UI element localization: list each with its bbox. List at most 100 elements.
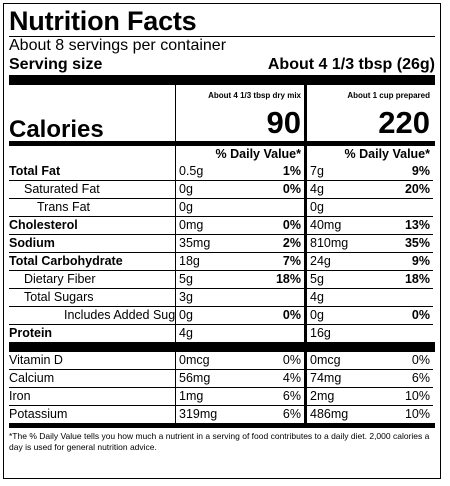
- nutrient-row-daily-value: 0%: [282, 308, 301, 322]
- medium-divider-footnote: [9, 423, 435, 428]
- vitamin-row-daily-value: 6%: [411, 371, 430, 385]
- thick-divider-vitamins: [9, 342, 435, 352]
- nutrient-row-amount: 0g: [310, 308, 324, 322]
- vitamin-row-daily-value: 0%: [411, 353, 430, 367]
- dv-header-prepared: % Daily Value*: [304, 146, 433, 163]
- medium-divider: [9, 141, 435, 146]
- vitamin-row-daily-value: 6%: [282, 389, 301, 403]
- nutrient-table: Total Fat 0.5g 1% 7g 9% Saturated Fat 0g 0% 4g 20…: [9, 163, 435, 342]
- nutrient-row-amount: 7g: [310, 164, 324, 178]
- vitamin-row-amount: 74mg: [310, 371, 342, 385]
- nutrient-row-dry: 0.5g 1%: [175, 163, 304, 180]
- nutrient-row-amount: 4g: [310, 290, 324, 304]
- nutrient-row-amount: 0g: [310, 200, 324, 214]
- nutrient-row-daily-value: 13%: [404, 218, 430, 232]
- nutrient-row-prepared: 5g 18%: [304, 270, 433, 288]
- nutrient-row-daily-value: 2%: [282, 236, 301, 250]
- nutrient-row-dry: 18g 7%: [175, 252, 304, 270]
- nutrient-row-daily-value: 18%: [404, 272, 430, 286]
- nutrient-row-amount: 18g: [179, 254, 200, 268]
- nutrient-row-dry: 0g: [175, 198, 304, 216]
- nutrient-row-amount: 0g: [179, 308, 193, 322]
- nutrient-row-prepared: 0g: [304, 198, 433, 216]
- nutrient-row-dry: 0mg 0%: [175, 216, 304, 234]
- nutrient-row-amount: 0mg: [179, 218, 204, 232]
- vitamin-row-daily-value: 0%: [282, 353, 301, 367]
- nutrient-row-amount: 5g: [310, 272, 324, 286]
- vitamin-row-dry: 1mg 6%: [175, 387, 304, 405]
- nutrient-row-amount: 40mg: [310, 218, 342, 232]
- calories-section: Calories About 4 1/3 tbsp dry mix 90 Abo…: [9, 85, 435, 141]
- nutrient-row-amount: 24g: [310, 254, 331, 268]
- serving-size-value: About 4 1/3 tbsp (26g): [267, 56, 435, 73]
- nutrient-row-name: Sodium: [9, 234, 175, 252]
- thick-divider: [9, 75, 435, 85]
- vitamin-row-prepared: 0mcg 0%: [304, 352, 433, 369]
- vitamin-row-dry: 0mcg 0%: [175, 352, 304, 369]
- nutrient-row-name: Includes Added Sugars: [9, 306, 175, 324]
- serving-size-label: Serving size: [9, 56, 103, 73]
- nutrient-row-dry: 5g 18%: [175, 270, 304, 288]
- nutrient-row-name: Trans Fat: [9, 198, 175, 216]
- nutrient-row-amount: 810mg: [310, 236, 349, 250]
- vitamin-row-daily-value: 10%: [404, 389, 430, 403]
- vitamin-row-dry: 319mg 6%: [175, 405, 304, 423]
- nutrient-row-daily-value: 9%: [411, 254, 430, 268]
- nutrient-row-prepared: 7g 9%: [304, 163, 433, 180]
- servings-per-container: About 8 servings per container: [9, 37, 227, 54]
- vitamin-row-name: Calcium: [9, 369, 175, 387]
- vitamin-table: Vitamin D 0mcg 0% 0mcg 0% Calcium 56mg 4% 74mg 6%…: [9, 352, 435, 423]
- nutrient-row-name: Saturated Fat: [9, 180, 175, 198]
- nutrient-row-daily-value: 35%: [404, 236, 430, 250]
- footnote: *The % Daily Value tells you how much a …: [9, 431, 430, 452]
- nutrient-row-amount: 0g: [179, 182, 193, 196]
- nutrient-row-amount: 3g: [179, 290, 193, 304]
- vitamin-row-name: Iron: [9, 387, 175, 405]
- calories-column-prepared: About 1 cup prepared 220: [304, 85, 433, 141]
- calories-value-prepared: 220: [378, 105, 430, 140]
- column-header-prepared: About 1 cup prepared: [347, 91, 430, 100]
- nutrient-row-daily-value: 0%: [411, 308, 430, 322]
- nutrient-row-amount: 0g: [179, 200, 193, 214]
- vitamin-row-prepared: 486mg 10%: [304, 405, 433, 423]
- nutrient-row-dry: 3g: [175, 288, 304, 306]
- nutrient-row-dry: 0g 0%: [175, 306, 304, 324]
- nutrient-row-name: Total Sugars: [9, 288, 175, 306]
- nutrient-row-daily-value: 20%: [404, 182, 430, 196]
- vitamin-row-prepared: 2mg 10%: [304, 387, 433, 405]
- calories-value-dry: 90: [266, 105, 301, 140]
- vitamin-row-amount: 2mg: [310, 389, 335, 403]
- nutrient-row-prepared: 16g: [304, 324, 433, 342]
- nutrient-row-dry: 4g: [175, 324, 304, 342]
- nutrient-row-daily-value: 9%: [411, 164, 430, 178]
- nutrient-row-daily-value: 18%: [275, 272, 301, 286]
- nutrient-row-prepared: 24g 9%: [304, 252, 433, 270]
- vitamin-row-amount: 1mg: [179, 389, 204, 403]
- nutrient-row-amount: 5g: [179, 272, 193, 286]
- vitamin-row-name: Potassium: [9, 405, 175, 423]
- nutrient-row-name: Total Fat: [9, 164, 61, 178]
- nutrient-row-amount: 4g: [310, 182, 324, 196]
- vitamin-row-dry: 56mg 4%: [175, 369, 304, 387]
- nutrition-facts-label: Nutrition Facts About 8 servings per con…: [3, 3, 441, 479]
- nutrient-row-amount: 4g: [179, 326, 193, 340]
- column-header-dry: About 4 1/3 tbsp dry mix: [208, 91, 301, 100]
- vitamin-row-daily-value: 6%: [282, 407, 301, 421]
- nutrient-row-name: Cholesterol: [9, 216, 175, 234]
- label-title: Nutrition Facts: [9, 6, 197, 36]
- vitamin-row-amount: 56mg: [179, 371, 211, 385]
- vitamin-row-amount: 0mcg: [179, 353, 210, 367]
- nutrient-row-prepared: 40mg 13%: [304, 216, 433, 234]
- vitamin-row-amount: 0mcg: [310, 353, 341, 367]
- calories-column-dry: About 4 1/3 tbsp dry mix 90: [175, 85, 304, 141]
- vitamin-row-daily-value: 4%: [282, 371, 301, 385]
- vitamin-row-name: Vitamin D: [9, 353, 63, 367]
- nutrient-row-daily-value: 7%: [282, 254, 301, 268]
- nutrient-row-daily-value: 1%: [282, 164, 301, 178]
- nutrient-row-prepared: 4g: [304, 288, 433, 306]
- nutrient-row-daily-value: 0%: [282, 218, 301, 232]
- dv-header-dry: % Daily Value*: [175, 146, 304, 163]
- vitamin-row-prepared: 74mg 6%: [304, 369, 433, 387]
- nutrient-row-prepared: 810mg 35%: [304, 234, 433, 252]
- nutrient-row-name: Total Carbohydrate: [9, 252, 175, 270]
